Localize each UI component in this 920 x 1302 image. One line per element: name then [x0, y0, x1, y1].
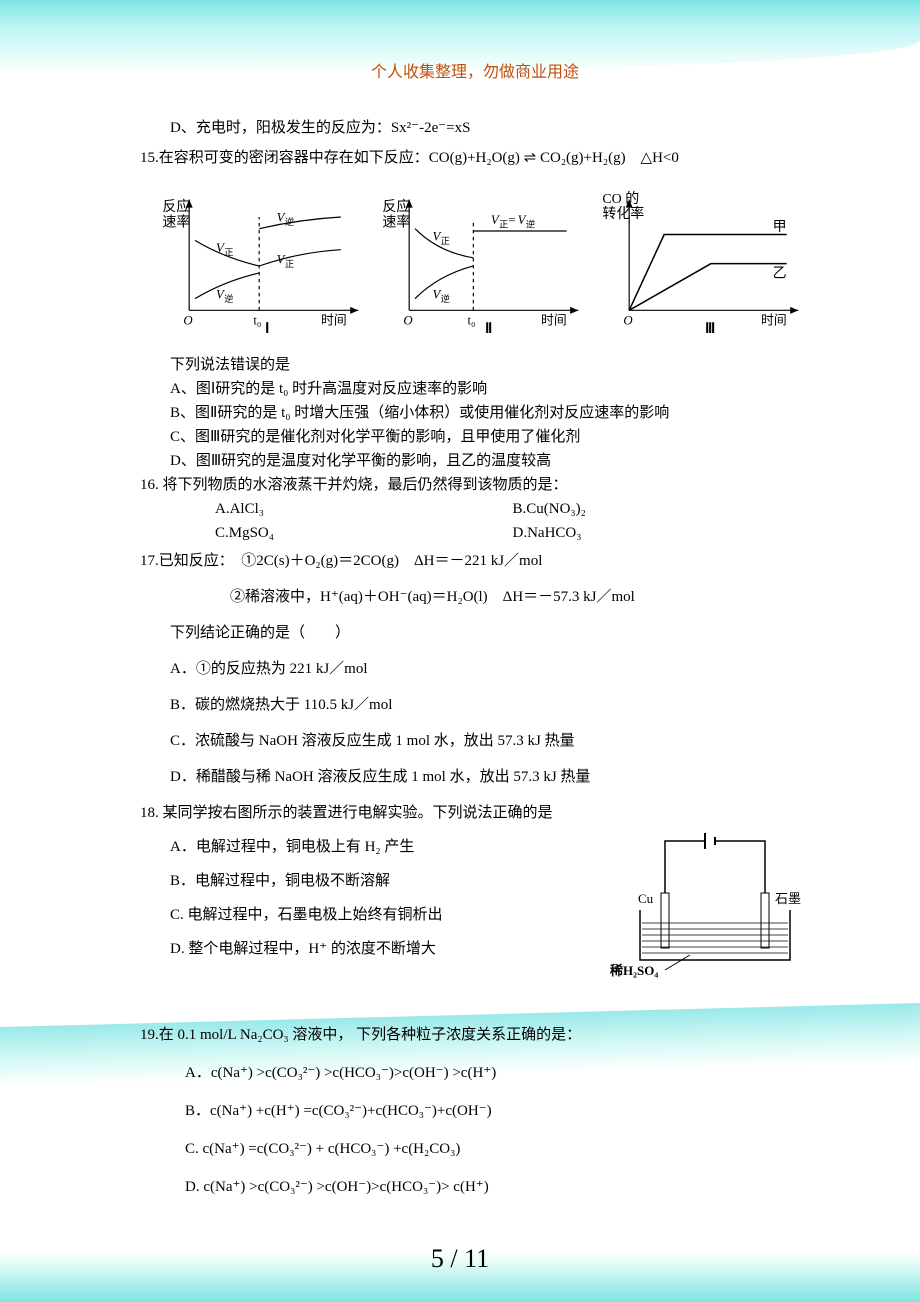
q17-ask: 下列结论正确的是（ ） — [170, 621, 810, 645]
q16-opt-d: D.NaHCO₃ — [513, 521, 811, 545]
q17-opt-a: A．①的反应热为 221 kJ／mol — [170, 657, 810, 681]
svg-text:稀H₂SO₄: 稀H₂SO₄ — [610, 963, 658, 978]
svg-text:正: 正 — [285, 260, 294, 270]
page-header: 个人收集整理，勿做商业用途 — [140, 60, 810, 86]
svg-text:逆: 逆 — [441, 293, 450, 305]
q19-opt-d: D. c(Na⁺) >c(CO₃²⁻) >c(OH⁻)>c(HCO₃⁻)> c(… — [185, 1175, 810, 1199]
svg-text:转化率: 转化率 — [602, 205, 644, 222]
svg-text:反应: 反应 — [382, 198, 410, 215]
svg-text:反应: 反应 — [162, 198, 190, 215]
svg-text:O: O — [623, 313, 632, 327]
svg-text:速率: 速率 — [382, 213, 410, 230]
svg-text:乙: 乙 — [773, 265, 787, 281]
q18-opt-a: A．电解过程中，铜电极上有 H₂ 产生 — [170, 835, 610, 859]
q15-opt-c: C、图Ⅲ研究的是催化剂对化学平衡的影响，且甲使用了催化剂 — [170, 425, 810, 449]
svg-text:CO 的: CO 的 — [602, 191, 639, 207]
q15-opt-b: B、图Ⅱ研究的是 t₀ 时增大压强（缩小体积）或使用催化剂对反应速率的影响 — [170, 401, 810, 425]
q16-opt-c: C.MgSO₄ — [215, 521, 513, 545]
svg-text:时间: 时间 — [321, 313, 347, 327]
q17-stem1: 17.已知反应： ①2C(s)＋O₂(g)＝2CO(g) ΔH＝－221 kJ／… — [140, 549, 810, 573]
svg-text:t₀: t₀ — [468, 313, 476, 327]
svg-text:速率: 速率 — [162, 213, 190, 230]
q17-opt-d: D．稀醋酸与稀 NaOH 溶液反应生成 1 mol 水，放出 57.3 kJ 热… — [170, 765, 810, 789]
svg-text:逆: 逆 — [285, 216, 294, 228]
q17-opt-b: B．碳的燃烧热大于 110.5 kJ／mol — [170, 693, 810, 717]
svg-text:甲: 甲 — [773, 220, 787, 235]
prev-option-d: D、充电时，阳极发生的反应为：Sx²⁻-2e⁻=xS — [170, 116, 810, 140]
svg-text:O: O — [183, 313, 192, 327]
svg-text:时间: 时间 — [541, 313, 567, 327]
q18-opt-c: C. 电解过程中，石墨电极上始终有铜析出 — [170, 903, 610, 927]
q17-stem2: ②稀溶液中，H⁺(aq)＋OH⁻(aq)＝H₂O(l) ΔH＝－57.3 kJ／… — [230, 585, 810, 609]
q18-figure: Cu 石墨 稀H₂SO₄ — [610, 825, 810, 993]
svg-text:Ⅰ: Ⅰ — [265, 320, 269, 333]
q15-opt-a: A、图Ⅰ研究的是 t₀ 时升高温度对反应速率的影响 — [170, 377, 810, 401]
q15-diagram-3: CO 的 转化率 甲 乙 O 时间 Ⅲ — [600, 182, 810, 342]
q16-stem: 16. 将下列物质的水溶液蒸干并灼烧，最后仍然得到该物质的是： — [140, 473, 810, 497]
svg-text:Ⅲ: Ⅲ — [705, 320, 715, 333]
svg-text:逆: 逆 — [224, 293, 233, 305]
q18-stem: 18. 某同学按右图所示的装置进行电解实验。下列说法正确的是 — [140, 801, 810, 825]
svg-text:石墨: 石墨 — [775, 891, 801, 906]
svg-text:O: O — [403, 313, 412, 327]
q17-opt-c: C．浓硫酸与 NaOH 溶液反应生成 1 mol 水，放出 57.3 kJ 热量 — [170, 729, 810, 753]
q19-opt-c: C. c(Na⁺) =c(CO₃²⁻) + c(HCO₃⁻) +c(H₂CO₃) — [185, 1137, 810, 1161]
q16-opt-b: B.Cu(NO₃)₂ — [513, 497, 811, 521]
svg-text:t₀: t₀ — [253, 313, 261, 327]
q15-opt-d: D、图Ⅲ研究的是温度对化学平衡的影响，且乙的温度较高 — [170, 449, 810, 473]
q19-stem: 19.在 0.1 mol/L Na₂CO₃ 溶液中， 下列各种粒子浓度关系正确的… — [140, 1023, 810, 1047]
svg-text:逆: 逆 — [526, 218, 535, 230]
svg-text:=: = — [508, 213, 515, 227]
svg-text:Cu: Cu — [638, 891, 654, 906]
svg-text:正: 正 — [441, 236, 450, 246]
q15-diagram-1: 反应 速率 V正 V逆 V逆 V正 O t₀ 时间 Ⅰ — [160, 182, 370, 342]
svg-text:Ⅱ: Ⅱ — [485, 320, 492, 333]
q18-opt-b: B．电解过程中，铜电极不断溶解 — [170, 869, 610, 893]
page-number: 5 / 11 — [0, 1238, 920, 1280]
page-content: 个人收集整理，勿做商业用途 D、充电时，阳极发生的反应为：Sx²⁻-2e⁻=xS… — [0, 0, 920, 1253]
svg-text:正: 正 — [224, 248, 233, 258]
q19-opt-b: B．c(Na⁺) +c(H⁺) =c(CO₃²⁻)+c(HCO₃⁻)+c(OH⁻… — [185, 1099, 810, 1123]
q19-opt-a: A．c(Na⁺) >c(CO₃²⁻) >c(HCO₃⁻)>c(OH⁻) >c(H… — [185, 1061, 810, 1085]
q16-opt-a: A.AlCl₃ — [215, 497, 513, 521]
q15-diagrams: 反应 速率 V正 V逆 V逆 V正 O t₀ 时间 Ⅰ — [160, 182, 810, 342]
q15-stem: 15.在容积可变的密闭容器中存在如下反应：CO(g)+H₂O(g) ⇌ CO₂(… — [140, 146, 810, 170]
svg-text:时间: 时间 — [761, 313, 787, 327]
q15-wrong-label: 下列说法错误的是 — [170, 353, 810, 377]
svg-text:正: 正 — [499, 220, 508, 230]
q15-diagram-2: 反应 速率 V正 V逆 V正 = V逆 O t₀ 时间 Ⅱ — [380, 182, 590, 342]
q18-opt-d: D. 整个电解过程中，H⁺ 的浓度不断增大 — [170, 937, 610, 961]
